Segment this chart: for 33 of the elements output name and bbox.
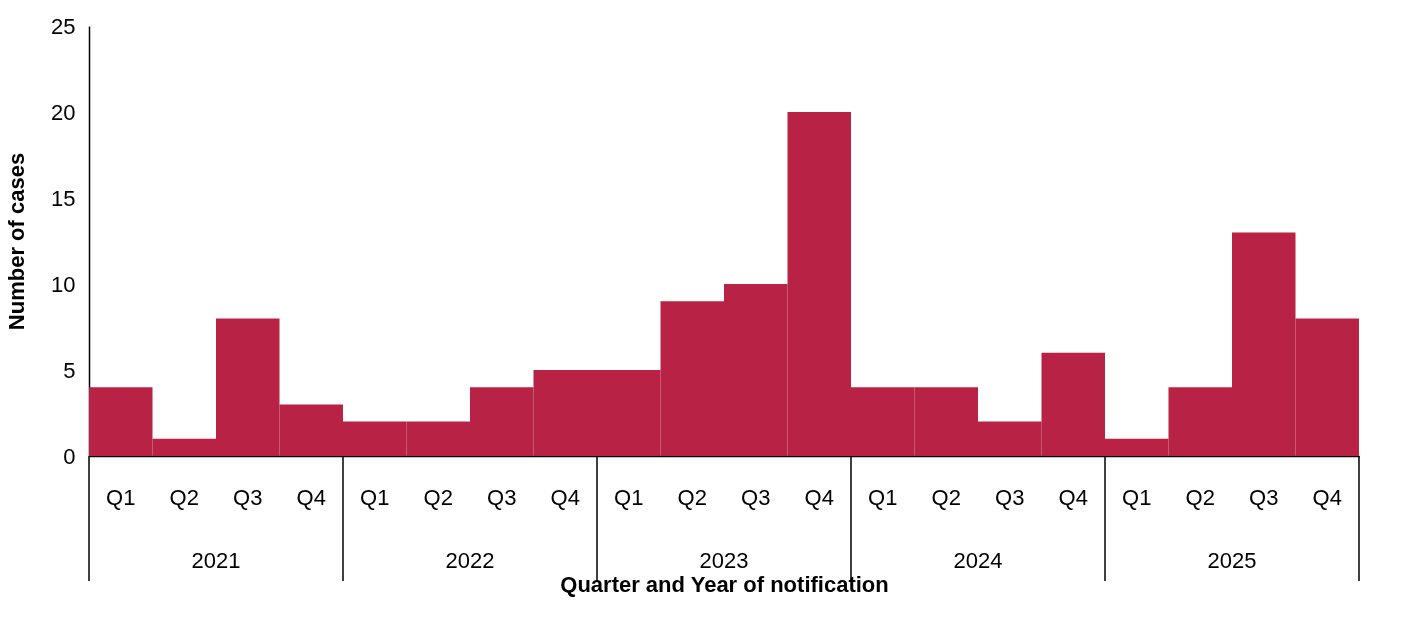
- x-tick-label: Q4: [296, 485, 326, 510]
- x-tick-label: Q3: [995, 485, 1025, 510]
- x-tick-label: Q2: [423, 485, 453, 510]
- x-tick-label: Q2: [931, 485, 961, 510]
- x-tick-label: Q2: [169, 485, 199, 510]
- x-axis-title: Quarter and Year of notification: [560, 571, 889, 597]
- text: 2021: [191, 548, 241, 573]
- x-tick-label: Q1: [1122, 485, 1152, 510]
- x-tick-label: Q2: [677, 485, 707, 510]
- text: 2022: [445, 548, 495, 573]
- y-tick-label: 15: [51, 185, 76, 211]
- text: 2024: [953, 548, 1003, 573]
- x-tick-label: Q4: [550, 485, 580, 510]
- x-tick-label: Q1: [106, 485, 136, 510]
- text: 2023: [699, 548, 749, 573]
- x-tick-label: Q4: [804, 485, 834, 510]
- x-tick-label: Q3: [233, 485, 263, 510]
- y-tick-label: 0: [63, 443, 76, 469]
- x-tick-label: Q3: [487, 485, 517, 510]
- x-tick-label: Q1: [360, 485, 390, 510]
- x-tick-label: Q3: [741, 485, 771, 510]
- x-tick-label: Q2: [1185, 485, 1215, 510]
- y-tick-label: 25: [51, 13, 76, 39]
- x-tick-label: Q1: [614, 485, 644, 510]
- y-tick-label: 5: [63, 357, 76, 383]
- y-tick-label: 20: [51, 99, 76, 125]
- text: 2025: [1207, 548, 1257, 573]
- x-tick-label: Q4: [1312, 485, 1342, 510]
- x-tick-label: Q3: [1249, 485, 1279, 510]
- y-tick-label: 10: [51, 271, 76, 297]
- y-axis-title: Number of cases: [4, 152, 30, 331]
- x-tick-label: Q1: [868, 485, 898, 510]
- x-tick-label: Q4: [1058, 485, 1088, 510]
